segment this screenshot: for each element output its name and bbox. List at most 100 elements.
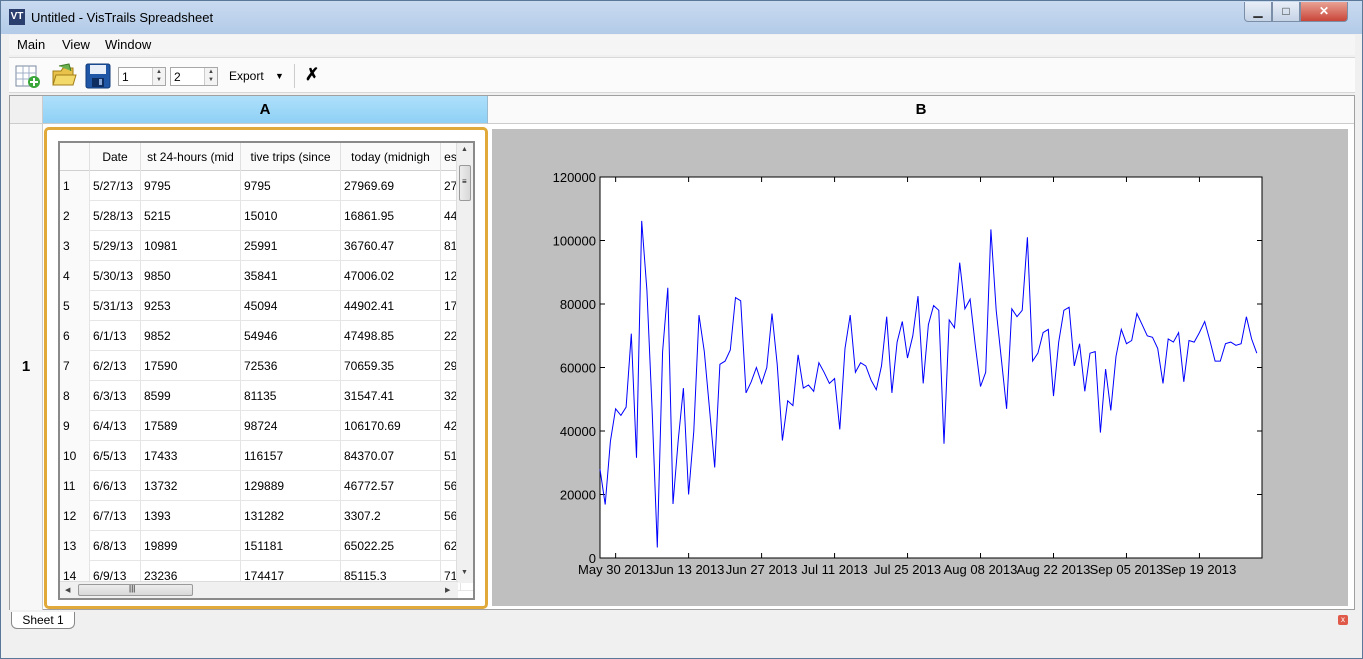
scroll-up-icon[interactable]: ▲: [461, 146, 468, 153]
miles-today-cell[interactable]: 31547.41: [341, 381, 441, 411]
trips-24h-cell[interactable]: 9852: [141, 321, 241, 351]
row-number[interactable]: 10: [60, 441, 90, 471]
cell-b1[interactable]: 0 20000 40000 60000 80000 100000 120000 May 30 …: [492, 129, 1348, 606]
trips-24h-cell[interactable]: 8599: [141, 381, 241, 411]
row-number[interactable]: 2: [60, 201, 90, 231]
cumulative-trips-cell[interactable]: 116157: [241, 441, 341, 471]
miles-today-cell[interactable]: 84370.07: [341, 441, 441, 471]
miles-today-cell[interactable]: 47006.02: [341, 261, 441, 291]
trips-24h-cell[interactable]: 10981: [141, 231, 241, 261]
table-row[interactable]: 7 6/2/13 17590 72536 70659.35 29: [60, 351, 473, 381]
date-cell[interactable]: 5/28/13: [90, 201, 141, 231]
data-table[interactable]: Date st 24-hours (mid tive trips (since …: [58, 141, 475, 600]
column-header-trips-24h[interactable]: st 24-hours (mid: [141, 143, 241, 171]
cumulative-trips-cell[interactable]: 131282: [241, 501, 341, 531]
miles-today-cell[interactable]: 16861.95: [341, 201, 441, 231]
table-row[interactable]: 4 5/30/13 9850 35841 47006.02 12: [60, 261, 473, 291]
table-vertical-scrollbar[interactable]: ▲ ≡ ▼: [456, 143, 473, 583]
columns-spin-arrows[interactable]: ▲ ▼: [204, 68, 217, 85]
trips-24h-cell[interactable]: 17589: [141, 411, 241, 441]
rows-spinbox[interactable]: 1 ▲ ▼: [118, 67, 166, 86]
cumulative-trips-cell[interactable]: 15010: [241, 201, 341, 231]
row-number[interactable]: 6: [60, 321, 90, 351]
cumulative-trips-cell[interactable]: 45094: [241, 291, 341, 321]
columns-spinbox[interactable]: 2 ▲ ▼: [170, 67, 218, 86]
clear-cell-icon[interactable]: ✗: [305, 65, 320, 84]
date-cell[interactable]: 6/2/13: [90, 351, 141, 381]
column-header-date[interactable]: Date: [90, 143, 141, 171]
miles-today-cell[interactable]: 85115.3: [341, 561, 441, 591]
row-number[interactable]: 1: [60, 171, 90, 201]
miles-today-cell[interactable]: 46772.57: [341, 471, 441, 501]
miles-today-cell[interactable]: 3307.2: [341, 501, 441, 531]
scroll-left-icon[interactable]: ◀: [65, 587, 71, 594]
row-number[interactable]: 12: [60, 501, 90, 531]
table-row[interactable]: 6 6/1/13 9852 54946 47498.85 22: [60, 321, 473, 351]
trips-24h-cell[interactable]: 1393: [141, 501, 241, 531]
table-row[interactable]: 11 6/6/13 13732 129889 46772.57 56: [60, 471, 473, 501]
row-header-1[interactable]: 1: [10, 124, 43, 610]
miles-today-cell[interactable]: 65022.25: [341, 531, 441, 561]
cumulative-trips-cell[interactable]: 98724: [241, 411, 341, 441]
cumulative-trips-cell[interactable]: 35841: [241, 261, 341, 291]
sheet-corner[interactable]: [10, 96, 43, 124]
date-cell[interactable]: 6/3/13: [90, 381, 141, 411]
sheet-tab-1[interactable]: Sheet 1: [11, 612, 75, 629]
date-cell[interactable]: 6/9/13: [90, 561, 141, 591]
date-cell[interactable]: 5/27/13: [90, 171, 141, 201]
table-row[interactable]: 13 6/8/13 19899 151181 65022.25 62: [60, 531, 473, 561]
trips-24h-cell[interactable]: 9253: [141, 291, 241, 321]
table-row[interactable]: 3 5/29/13 10981 25991 36760.47 81: [60, 231, 473, 261]
cumulative-trips-cell[interactable]: 129889: [241, 471, 341, 501]
trips-24h-cell[interactable]: 19899: [141, 531, 241, 561]
date-cell[interactable]: 6/8/13: [90, 531, 141, 561]
row-number[interactable]: 9: [60, 411, 90, 441]
date-cell[interactable]: 5/30/13: [90, 261, 141, 291]
date-cell[interactable]: 6/4/13: [90, 411, 141, 441]
date-cell[interactable]: 6/7/13: [90, 501, 141, 531]
cell-a1[interactable]: Date st 24-hours (mid tive trips (since …: [44, 127, 488, 609]
close-sheet-icon[interactable]: x: [1338, 615, 1348, 625]
title-bar[interactable]: VT Untitled - VisTrails Spreadsheet ▁ □ …: [1, 1, 1362, 34]
miles-today-cell[interactable]: 70659.35: [341, 351, 441, 381]
menu-window[interactable]: Window: [105, 37, 152, 52]
miles-today-cell[interactable]: 44902.41: [341, 291, 441, 321]
column-header-b[interactable]: B: [488, 96, 1354, 124]
column-header-cumulative-trips[interactable]: tive trips (since: [241, 143, 341, 171]
cumulative-trips-cell[interactable]: 174417: [241, 561, 341, 591]
trips-24h-cell[interactable]: 23236: [141, 561, 241, 591]
menu-main[interactable]: Main: [17, 37, 46, 52]
close-button[interactable]: ✕: [1300, 2, 1348, 22]
vistrails-app-icon[interactable]: VT: [9, 9, 25, 25]
vertical-scroll-thumb[interactable]: ≡: [459, 165, 471, 201]
column-header-a[interactable]: A: [43, 96, 488, 124]
row-number[interactable]: 11: [60, 471, 90, 501]
table-horizontal-scrollbar[interactable]: ◀ ||| ▶: [60, 581, 458, 598]
table-row[interactable]: 5 5/31/13 9253 45094 44902.41 17: [60, 291, 473, 321]
open-folder-icon[interactable]: [51, 63, 77, 89]
trips-24h-cell[interactable]: 9795: [141, 171, 241, 201]
miles-today-cell[interactable]: 106170.69: [341, 411, 441, 441]
miles-today-cell[interactable]: 27969.69: [341, 171, 441, 201]
date-cell[interactable]: 6/1/13: [90, 321, 141, 351]
cumulative-trips-cell[interactable]: 151181: [241, 531, 341, 561]
save-icon[interactable]: [85, 63, 111, 89]
row-number[interactable]: 7: [60, 351, 90, 381]
horizontal-scroll-thumb[interactable]: |||: [78, 584, 193, 596]
trips-24h-cell[interactable]: 5215: [141, 201, 241, 231]
new-sheet-icon[interactable]: [15, 63, 41, 89]
rows-spin-arrows[interactable]: ▲ ▼: [152, 68, 165, 85]
export-button[interactable]: Export: [229, 69, 264, 83]
row-number[interactable]: 13: [60, 531, 90, 561]
trips-24h-cell[interactable]: 17433: [141, 441, 241, 471]
menu-view[interactable]: View: [62, 37, 90, 52]
cumulative-trips-cell[interactable]: 9795: [241, 171, 341, 201]
table-row[interactable]: 1 5/27/13 9795 9795 27969.69 27: [60, 171, 473, 201]
table-corner-header[interactable]: [60, 143, 90, 171]
scroll-down-icon[interactable]: ▼: [461, 569, 468, 576]
table-row[interactable]: 9 6/4/13 17589 98724 106170.69 42: [60, 411, 473, 441]
export-dropdown-icon[interactable]: ▼: [275, 71, 284, 81]
miles-today-cell[interactable]: 47498.85: [341, 321, 441, 351]
minimize-button[interactable]: ▁: [1244, 2, 1272, 22]
trips-24h-cell[interactable]: 17590: [141, 351, 241, 381]
